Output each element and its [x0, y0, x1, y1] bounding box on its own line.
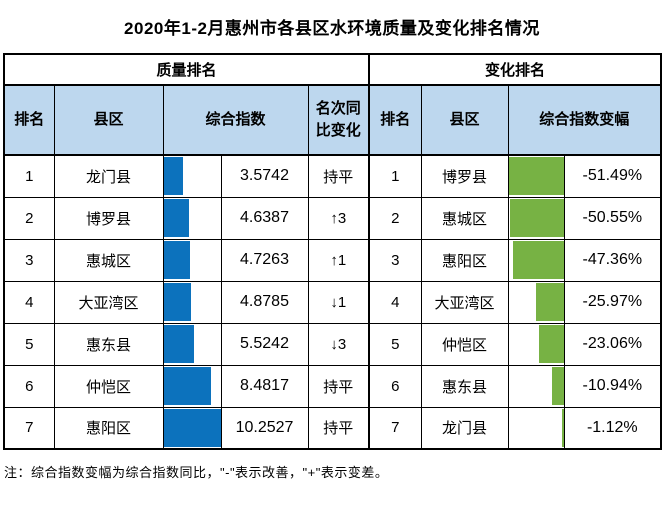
quality-rank-change: ↓3	[307, 322, 370, 366]
quality-index-value: 3.5742	[220, 154, 309, 198]
quality-rank-change: ↑1	[307, 238, 370, 282]
quality-district: 博罗县	[53, 196, 164, 240]
change-delta-value: -47.36%	[563, 238, 662, 282]
blue-data-bar	[164, 283, 191, 321]
quality-change-header: 名次同比变化	[307, 84, 370, 156]
change-rank-header: 排名	[368, 84, 422, 156]
quality-index-value: 4.8785	[220, 280, 309, 324]
change-district: 龙门县	[420, 406, 509, 450]
change-district: 大亚湾区	[420, 280, 509, 324]
change-delta-value: -25.97%	[563, 280, 662, 324]
quality-rank: 1	[3, 154, 55, 198]
quality-group-header: 质量排名	[3, 53, 370, 86]
page-title: 2020年1-2月惠州市各县区水环境质量及变化排名情况	[124, 19, 540, 38]
quality-district: 大亚湾区	[53, 280, 164, 324]
change-delta-value: -50.55%	[563, 196, 662, 240]
blue-data-bar	[164, 199, 190, 237]
quality-district: 龙门县	[53, 154, 164, 198]
table-row: 7 惠阳区 10.2527 持平 7 龙门县 -1.12%	[3, 406, 662, 450]
ranking-table: 质量排名 变化排名 排名 县区 综合指数 名次同比变化 排名 县区 综合指数变幅…	[3, 53, 663, 450]
quality-index-bar-cell	[162, 364, 222, 408]
change-delta-bar-cell	[507, 322, 565, 366]
change-delta-bar-cell	[507, 196, 565, 240]
quality-rank-change: ↓1	[307, 280, 370, 324]
quality-index-bar-cell	[162, 322, 222, 366]
quality-rank: 2	[3, 196, 55, 240]
blue-data-bar	[164, 325, 195, 363]
quality-index-value: 4.7263	[220, 238, 309, 282]
green-data-bar	[535, 283, 564, 321]
green-data-bar	[538, 325, 564, 363]
quality-district: 惠东县	[53, 322, 164, 366]
quality-district: 惠阳区	[53, 406, 164, 450]
quality-rank: 4	[3, 280, 55, 324]
change-rank: 3	[368, 238, 422, 282]
change-delta-bar-cell	[507, 406, 565, 450]
quality-rank-change: ↑3	[307, 196, 370, 240]
change-rank: 2	[368, 196, 422, 240]
table-row: 6 仲恺区 8.4817 持平 6 惠东县 -10.94%	[3, 364, 662, 408]
change-rank: 5	[368, 322, 422, 366]
quality-index-bar-cell	[162, 196, 222, 240]
change-rank: 7	[368, 406, 422, 450]
footnote: 注：综合指数变幅为综合指数同比，"-"表示改善，"+"表示变差。	[4, 465, 389, 480]
table-row: 4 大亚湾区 4.8785 ↓1 4 大亚湾区 -25.97%	[3, 280, 662, 324]
quality-index-bar-cell	[162, 238, 222, 282]
change-delta-value: -1.12%	[563, 406, 662, 450]
change-delta-header: 综合指数变幅	[507, 84, 662, 156]
quality-index-value: 4.6387	[220, 196, 309, 240]
table-row: 5 惠东县 5.5242 ↓3 5 仲恺区 -23.06%	[3, 322, 662, 366]
green-data-bar	[551, 367, 564, 405]
change-rank: 1	[368, 154, 422, 198]
change-rank: 4	[368, 280, 422, 324]
change-delta-value: -10.94%	[563, 364, 662, 408]
quality-rank: 6	[3, 364, 55, 408]
quality-index-bar-cell	[162, 280, 222, 324]
change-district: 惠城区	[420, 196, 509, 240]
group-header-row: 质量排名 变化排名	[3, 53, 662, 86]
blue-data-bar	[164, 367, 211, 405]
change-delta-bar-cell	[507, 238, 565, 282]
quality-index-bar-cell	[162, 154, 222, 198]
quality-rank-change: 持平	[307, 154, 370, 198]
green-data-bar	[512, 241, 564, 279]
blue-data-bar	[164, 408, 220, 447]
quality-rank-change: 持平	[307, 406, 370, 450]
quality-district: 惠城区	[53, 238, 164, 282]
quality-index-bar-cell	[162, 406, 222, 450]
quality-rank: 7	[3, 406, 55, 450]
quality-district-header: 县区	[53, 84, 164, 156]
blue-data-bar	[164, 157, 184, 196]
quality-index-value: 10.2527	[220, 406, 309, 450]
change-delta-value: -23.06%	[563, 322, 662, 366]
change-delta-bar-cell	[507, 154, 565, 198]
change-district: 仲恺区	[420, 322, 509, 366]
quality-rank: 5	[3, 322, 55, 366]
change-district: 博罗县	[420, 154, 509, 198]
sub-header-row: 排名 县区 综合指数 名次同比变化 排名 县区 综合指数变幅	[3, 84, 662, 156]
report-page: 2020年1-2月惠州市各县区水环境质量及变化排名情况 质量排名 变化排名 排名…	[0, 14, 664, 509]
change-delta-bar-cell	[507, 280, 565, 324]
table-row: 1 龙门县 3.5742 持平 1 博罗县 -51.49%	[3, 154, 662, 198]
change-group-header: 变化排名	[368, 53, 662, 86]
change-district-header: 县区	[420, 84, 509, 156]
green-data-bar	[562, 408, 564, 447]
quality-district: 仲恺区	[53, 364, 164, 408]
change-delta-value: -51.49%	[563, 154, 662, 198]
quality-index-header: 综合指数	[162, 84, 309, 156]
change-district: 惠东县	[420, 364, 509, 408]
green-data-bar	[509, 199, 564, 237]
change-rank: 6	[368, 364, 422, 408]
quality-index-value: 5.5242	[220, 322, 309, 366]
change-delta-bar-cell	[507, 364, 565, 408]
quality-rank-change: 持平	[307, 364, 370, 408]
green-data-bar	[509, 157, 564, 196]
quality-rank: 3	[3, 238, 55, 282]
quality-index-value: 8.4817	[220, 364, 309, 408]
change-district: 惠阳区	[420, 238, 509, 282]
table-row: 3 惠城区 4.7263 ↑1 3 惠阳区 -47.36%	[3, 238, 662, 282]
table-row: 2 博罗县 4.6387 ↑3 2 惠城区 -50.55%	[3, 196, 662, 240]
blue-data-bar	[164, 241, 190, 279]
quality-rank-header: 排名	[3, 84, 55, 156]
